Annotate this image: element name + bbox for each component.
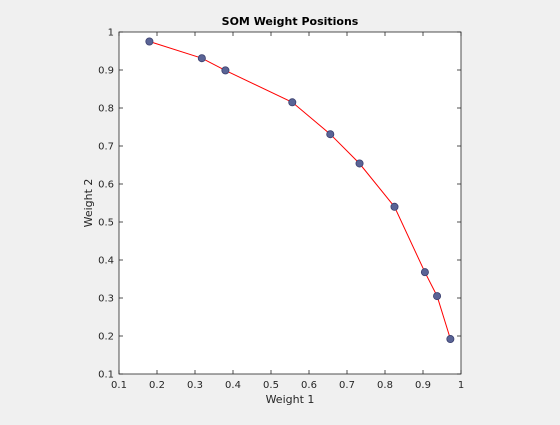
plot-frame <box>118 31 462 375</box>
x-tick-label: 0.3 <box>187 380 203 391</box>
x-tick-label: 0.5 <box>263 380 279 391</box>
x-tick-label: 0.6 <box>301 380 317 391</box>
x-axis-label: Weight 1 <box>266 393 315 406</box>
data-point <box>433 292 442 301</box>
y-axis-label: Weight 2 <box>82 179 95 228</box>
data-point <box>221 66 230 75</box>
y-tick-label: 0.9 <box>98 66 114 77</box>
y-tick-label: 0.7 <box>98 142 114 153</box>
y-tick-label: 0.4 <box>98 256 114 267</box>
data-point <box>197 54 206 63</box>
y-tick-label: 0.2 <box>98 332 114 343</box>
x-tick-label: 0.2 <box>149 380 165 391</box>
x-tick-label: 0.1 <box>111 380 127 391</box>
y-tick-label: 0.6 <box>98 180 114 191</box>
y-tick-label: 0.5 <box>98 218 114 229</box>
x-tick-label: 0.7 <box>339 380 355 391</box>
data-point <box>355 159 364 168</box>
data-point <box>446 335 455 344</box>
x-tick-label: 0.8 <box>377 380 393 391</box>
data-point <box>288 98 297 107</box>
tick-layer: 0.1 0.2 0.3 0.4 0.5 0.6 0.7 0.8 0.9 1 0.1 0.2 0.3 0.4… <box>98 28 464 392</box>
y-tick-label: 0.1 <box>98 370 114 381</box>
plot-area <box>119 32 461 374</box>
x-tick-label: 0.4 <box>225 380 241 391</box>
data-point <box>420 268 429 277</box>
series-line <box>149 41 451 340</box>
plot-layer <box>145 37 455 344</box>
y-tick-label: 1 <box>108 28 114 39</box>
data-point <box>145 37 154 46</box>
data-point <box>390 202 399 211</box>
x-tick-label: 1 <box>458 380 464 391</box>
chart-title: SOM Weight Positions <box>222 15 359 28</box>
x-tick-label: 0.9 <box>415 380 431 391</box>
data-point <box>326 130 335 139</box>
y-tick-label: 0.3 <box>98 294 114 305</box>
y-tick-label: 0.8 <box>98 104 114 115</box>
